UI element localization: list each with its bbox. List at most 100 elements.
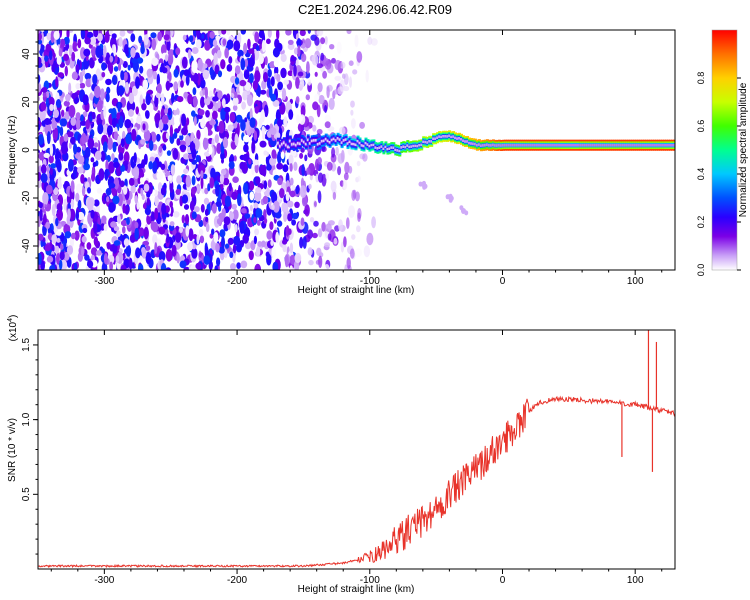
- noise-cell: [161, 93, 165, 106]
- noise-cell: [81, 132, 87, 145]
- noise-cell: [216, 175, 221, 183]
- y-tick-label: -40: [21, 238, 32, 253]
- noise-cell: [113, 226, 120, 232]
- noise-cell: [73, 262, 78, 270]
- noise-cell: [38, 33, 42, 41]
- signal-cell: [579, 143, 583, 147]
- noise-cell: [125, 133, 133, 145]
- noise-cell: [113, 44, 117, 57]
- noise-cell: [371, 216, 376, 229]
- noise-cell: [254, 31, 260, 43]
- noise-cell: [232, 96, 239, 106]
- signal-cell: [366, 143, 370, 146]
- colorbar-tick-label: 0.2: [696, 216, 706, 229]
- noise-cell: [221, 208, 226, 219]
- noise-cell: [169, 221, 175, 227]
- noise-cell: [280, 53, 287, 63]
- signal-cell: [515, 143, 519, 147]
- noise-cell: [126, 30, 134, 34]
- y-tick-label: -20: [21, 190, 32, 205]
- noise-cell: [128, 177, 135, 186]
- noise-cell: [326, 161, 333, 171]
- signal-cell: [432, 137, 436, 140]
- signal-cell: [428, 140, 432, 143]
- signal-cell: [631, 143, 635, 147]
- noise-cell: [75, 209, 79, 221]
- noise-cell: [255, 45, 260, 51]
- signal-cell: [537, 143, 541, 147]
- noise-cell: [356, 51, 363, 63]
- colorbar: [712, 30, 737, 270]
- noise-cell: [199, 235, 205, 244]
- signal-cell: [356, 139, 360, 143]
- noise-cell: [156, 83, 162, 95]
- x-tick-label: 100: [627, 575, 644, 586]
- noise-cell: [38, 134, 44, 145]
- signal-cell: [468, 141, 471, 145]
- noise-cell: [232, 209, 239, 221]
- signal-cell: [276, 141, 280, 145]
- signal-cell: [416, 144, 420, 148]
- noise-cell: [224, 106, 231, 113]
- noise-cell: [257, 85, 261, 98]
- noise-cell: [111, 117, 117, 128]
- signal-cell: [493, 144, 497, 147]
- noise-cell: [213, 232, 219, 244]
- signal-cell: [671, 143, 674, 147]
- noise-cell: [283, 79, 290, 85]
- noise-cell: [48, 154, 54, 164]
- noise-cell: [127, 64, 131, 71]
- noise-cell: [176, 252, 180, 264]
- noise-cell: [82, 145, 86, 151]
- noise-cell: [317, 82, 323, 93]
- noise-cell: [106, 86, 111, 94]
- noise-cell: [46, 91, 50, 99]
- noise-cell: [165, 249, 173, 262]
- noise-cell: [276, 73, 281, 83]
- noise-cell: [169, 201, 173, 208]
- signal-cell: [561, 143, 565, 147]
- noise-cell: [172, 148, 179, 160]
- noise-cell: [306, 61, 310, 74]
- noise-cell: [92, 74, 98, 85]
- noise-cell: [38, 151, 45, 161]
- noise-cell: [129, 234, 136, 243]
- snr-y-ticks: 0.5 1.0 1.5: [21, 338, 38, 555]
- noise-cell: [60, 259, 68, 270]
- noise-cell: [141, 103, 147, 111]
- signal-cell: [491, 143, 495, 147]
- noise-cell: [194, 106, 198, 113]
- noise-cell: [61, 109, 65, 118]
- signal-cell: [621, 143, 625, 147]
- noise-cell: [293, 47, 299, 55]
- signal-cell: [473, 142, 477, 146]
- signal-cell: [284, 143, 288, 147]
- noise-cell: [272, 99, 280, 107]
- noise-cell: [165, 132, 169, 140]
- noise-cell: [61, 177, 65, 185]
- noise-cell: [154, 242, 158, 254]
- noise-cell: [122, 226, 126, 234]
- noise-cell: [242, 90, 248, 101]
- signal-cell: [308, 142, 312, 145]
- signal-cell: [599, 143, 603, 147]
- noise-cell: [142, 79, 149, 91]
- noise-cell: [337, 153, 345, 164]
- noise-cell: [233, 40, 241, 52]
- noise-cell: [228, 161, 235, 170]
- signal-cell: [300, 139, 304, 142]
- noise-cell: [302, 236, 307, 249]
- noise-cell: [38, 123, 41, 131]
- noise-cell: [124, 119, 132, 129]
- noise-cell: [232, 176, 239, 183]
- noise-cell: [288, 154, 294, 166]
- noise-cell: [110, 221, 117, 228]
- noise-cell: [234, 133, 239, 146]
- noise-cell: [255, 176, 261, 185]
- noise-cell: [119, 30, 126, 37]
- noise-cell: [198, 109, 205, 116]
- signal-cell: [569, 143, 573, 147]
- y-tick-label: 0: [21, 147, 32, 153]
- noise-cell: [277, 177, 283, 186]
- noise-cell: [295, 185, 300, 195]
